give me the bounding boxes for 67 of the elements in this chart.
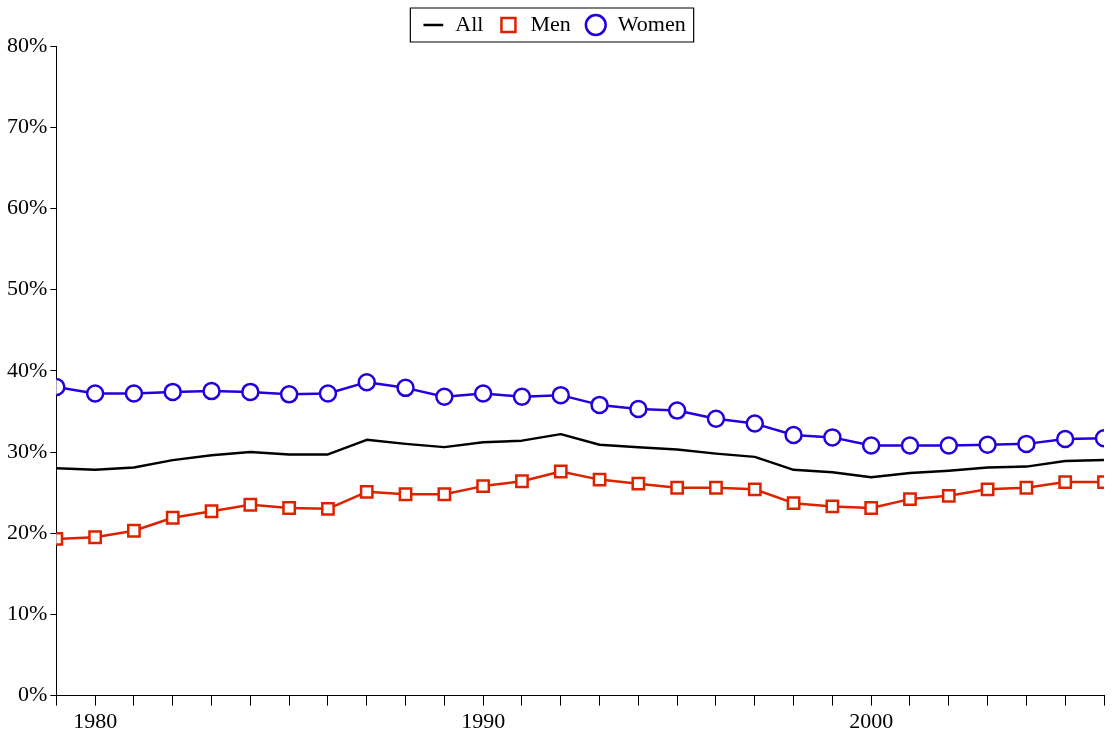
point	[747, 482, 762, 497]
y-tick-label: 30%	[7, 437, 48, 463]
point	[1055, 429, 1075, 449]
point	[396, 378, 415, 398]
y-tick-label: 10%	[7, 600, 48, 626]
point	[980, 482, 995, 497]
y-tick-label: 70%	[7, 112, 48, 138]
point	[861, 436, 881, 455]
point	[515, 474, 529, 489]
point	[435, 387, 454, 407]
point	[823, 428, 842, 447]
point	[85, 384, 105, 403]
legend-label: Women	[617, 10, 686, 36]
y-tick-label: 80%	[7, 31, 48, 57]
point	[512, 387, 532, 407]
point	[1019, 480, 1034, 495]
y-tick-label: 40%	[7, 356, 48, 382]
point	[551, 385, 571, 405]
point	[900, 436, 920, 455]
point	[706, 409, 726, 428]
point	[127, 523, 141, 538]
point	[941, 488, 956, 503]
point	[241, 382, 260, 402]
point	[825, 499, 840, 514]
point	[473, 384, 493, 403]
point	[629, 399, 648, 419]
point	[903, 492, 917, 506]
point	[202, 381, 221, 401]
point	[1017, 434, 1036, 454]
point	[978, 435, 997, 454]
point	[163, 382, 182, 402]
x-tick-label: 1980	[73, 707, 118, 733]
point	[357, 372, 376, 392]
point	[553, 464, 568, 479]
point	[939, 436, 959, 455]
point	[437, 487, 452, 502]
legend-label: All	[455, 10, 484, 36]
legend-label: Men	[530, 10, 571, 36]
point	[745, 414, 765, 433]
point	[1058, 475, 1073, 489]
point	[864, 501, 879, 515]
point	[279, 385, 299, 404]
x-tick-label: 2000	[849, 707, 894, 733]
point	[398, 487, 413, 502]
point	[590, 395, 609, 415]
x-tick-label: 1990	[461, 707, 506, 733]
point	[592, 472, 607, 487]
point	[786, 496, 801, 511]
y-tick-label: 60%	[7, 194, 48, 220]
point	[670, 480, 685, 495]
point	[282, 501, 297, 515]
point	[359, 484, 374, 499]
y-tick-label: 0%	[18, 681, 48, 707]
point	[709, 480, 723, 495]
point	[631, 476, 646, 491]
point	[318, 384, 338, 403]
y-tick-label: 50%	[7, 275, 48, 301]
point	[204, 504, 219, 519]
point	[88, 530, 103, 545]
point	[476, 479, 491, 494]
point	[165, 510, 180, 525]
y-tick-label: 20%	[7, 518, 48, 544]
point	[243, 497, 258, 512]
point	[784, 425, 803, 445]
point	[321, 501, 335, 516]
point	[667, 401, 687, 420]
point	[124, 384, 144, 403]
